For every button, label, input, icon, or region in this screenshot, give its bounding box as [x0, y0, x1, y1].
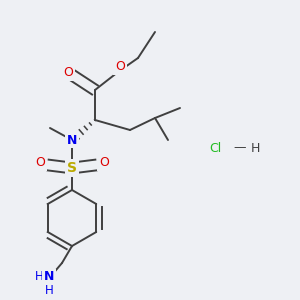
Text: O: O — [99, 157, 109, 169]
Text: O: O — [115, 61, 125, 74]
Text: N: N — [67, 134, 77, 146]
Text: Cl: Cl — [209, 142, 221, 154]
Text: O: O — [35, 157, 45, 169]
Text: N: N — [44, 271, 54, 284]
Text: H: H — [45, 284, 53, 298]
Text: —: — — [234, 142, 246, 154]
Text: H: H — [250, 142, 260, 154]
Text: O: O — [63, 67, 73, 80]
Text: S: S — [67, 161, 77, 175]
Text: H: H — [34, 271, 43, 284]
